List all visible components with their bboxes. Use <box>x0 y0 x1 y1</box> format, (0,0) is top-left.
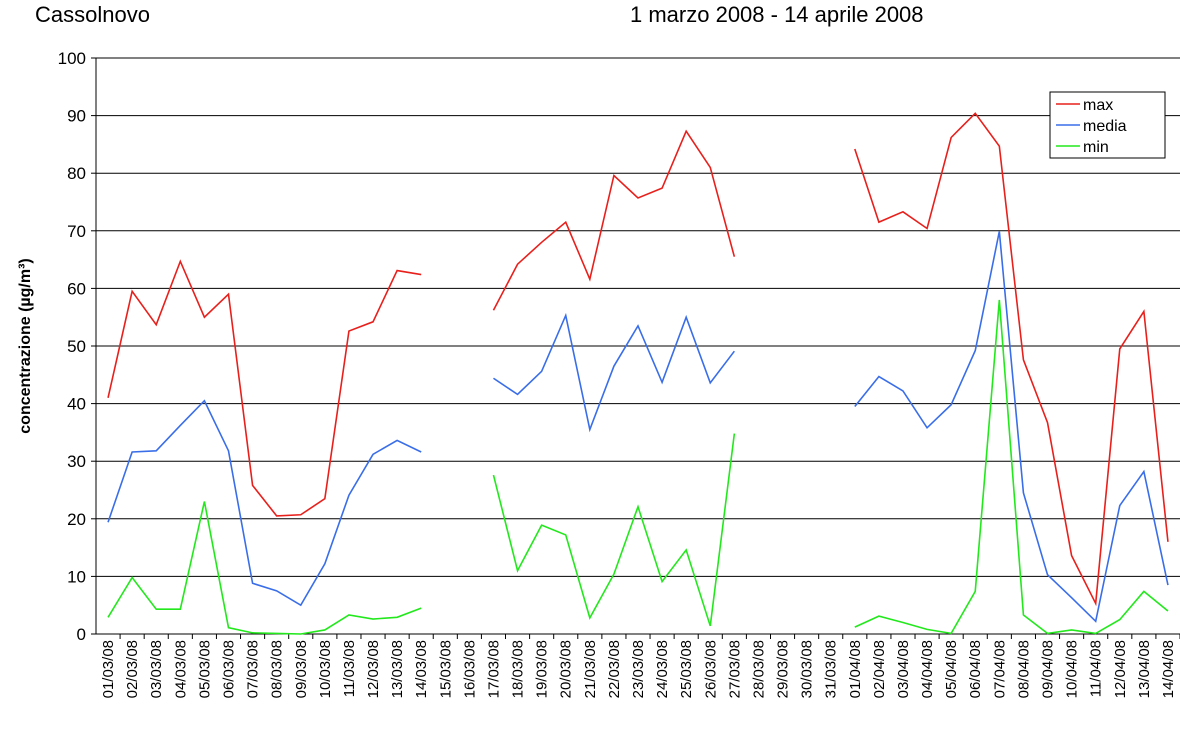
x-tick-label: 08/04/08 <box>1015 640 1032 698</box>
x-tick-label: 19/03/08 <box>534 640 551 698</box>
x-tick-label: 15/03/08 <box>437 640 454 698</box>
x-tick-label: 05/03/08 <box>196 640 213 698</box>
x-tick-label: 22/03/08 <box>606 640 623 698</box>
series-line <box>107 299 1169 635</box>
y-tick-label: 30 <box>67 452 86 471</box>
x-tick-label: 04/04/08 <box>919 640 936 698</box>
y-tick-label: 0 <box>77 625 86 644</box>
x-tick-label: 12/04/08 <box>1112 640 1129 698</box>
series-line <box>107 231 1169 623</box>
subtitle-left: Cassolnovo <box>35 2 150 27</box>
x-tick-label: 12/03/08 <box>365 640 382 698</box>
x-tick-label: 14/04/08 <box>1160 640 1177 698</box>
x-tick-label: 18/03/08 <box>510 640 527 698</box>
x-tick-label: 03/03/08 <box>148 640 165 698</box>
x-tick-label: 29/03/08 <box>775 640 792 698</box>
subtitle-right: 1 marzo 2008 - 14 aprile 2008 <box>630 2 924 27</box>
y-tick-label: 10 <box>67 567 86 586</box>
x-tick-label: 08/03/08 <box>269 640 286 698</box>
x-tick-label: 26/03/08 <box>702 640 719 698</box>
y-tick-label: 70 <box>67 222 86 241</box>
x-tick-label: 05/04/08 <box>943 640 960 698</box>
x-tick-label: 25/03/08 <box>678 640 695 698</box>
x-tick-label: 11/03/08 <box>341 640 358 697</box>
x-tick-label: 02/04/08 <box>871 640 888 698</box>
legend-label: min <box>1083 139 1109 156</box>
x-tick-label: 13/03/08 <box>389 640 406 698</box>
x-tick-label: 23/03/08 <box>630 640 647 698</box>
x-tick-label: 24/03/08 <box>654 640 671 698</box>
x-tick-label: 02/03/08 <box>124 640 141 698</box>
x-tick-label: 20/03/08 <box>558 640 575 698</box>
x-tick-label: 06/03/08 <box>220 640 237 698</box>
x-tick-label: 07/03/08 <box>245 640 262 698</box>
y-tick-label: 100 <box>58 49 86 68</box>
x-tick-label: 16/03/08 <box>461 640 478 698</box>
y-tick-label: 80 <box>67 164 86 183</box>
x-tick-label: 04/03/08 <box>172 640 189 698</box>
y-tick-label: 60 <box>67 279 86 298</box>
x-tick-label: 11/04/08 <box>1088 640 1105 697</box>
x-tick-label: 30/03/08 <box>799 640 816 698</box>
x-tick-label: 17/03/08 <box>485 640 502 698</box>
y-tick-label: 90 <box>67 107 86 126</box>
x-tick-label: 01/03/08 <box>100 640 117 698</box>
series-line <box>107 112 1169 607</box>
x-tick-label: 21/03/08 <box>582 640 599 698</box>
x-tick-label: 03/04/08 <box>895 640 912 698</box>
x-tick-label: 27/03/08 <box>726 640 743 698</box>
legend-label: media <box>1083 118 1127 135</box>
x-tick-label: 07/04/08 <box>991 640 1008 698</box>
x-tick-label: 13/04/08 <box>1136 640 1153 698</box>
legend-label: max <box>1083 97 1113 114</box>
x-tick-label: 09/03/08 <box>293 640 310 698</box>
x-tick-label: 10/04/08 <box>1064 640 1081 698</box>
x-tick-label: 06/04/08 <box>967 640 984 698</box>
x-tick-label: 09/04/08 <box>1040 640 1057 698</box>
x-tick-label: 10/03/08 <box>317 640 334 698</box>
x-tick-label: 28/03/08 <box>750 640 767 698</box>
y-tick-label: 40 <box>67 395 86 414</box>
y-axis-label: concentrazione (µg/m³) <box>17 258 34 433</box>
y-tick-label: 20 <box>67 510 86 529</box>
y-tick-label: 50 <box>67 337 86 356</box>
x-tick-label: 01/04/08 <box>847 640 864 698</box>
x-tick-label: 14/03/08 <box>413 640 430 698</box>
x-tick-label: 31/03/08 <box>823 640 840 698</box>
